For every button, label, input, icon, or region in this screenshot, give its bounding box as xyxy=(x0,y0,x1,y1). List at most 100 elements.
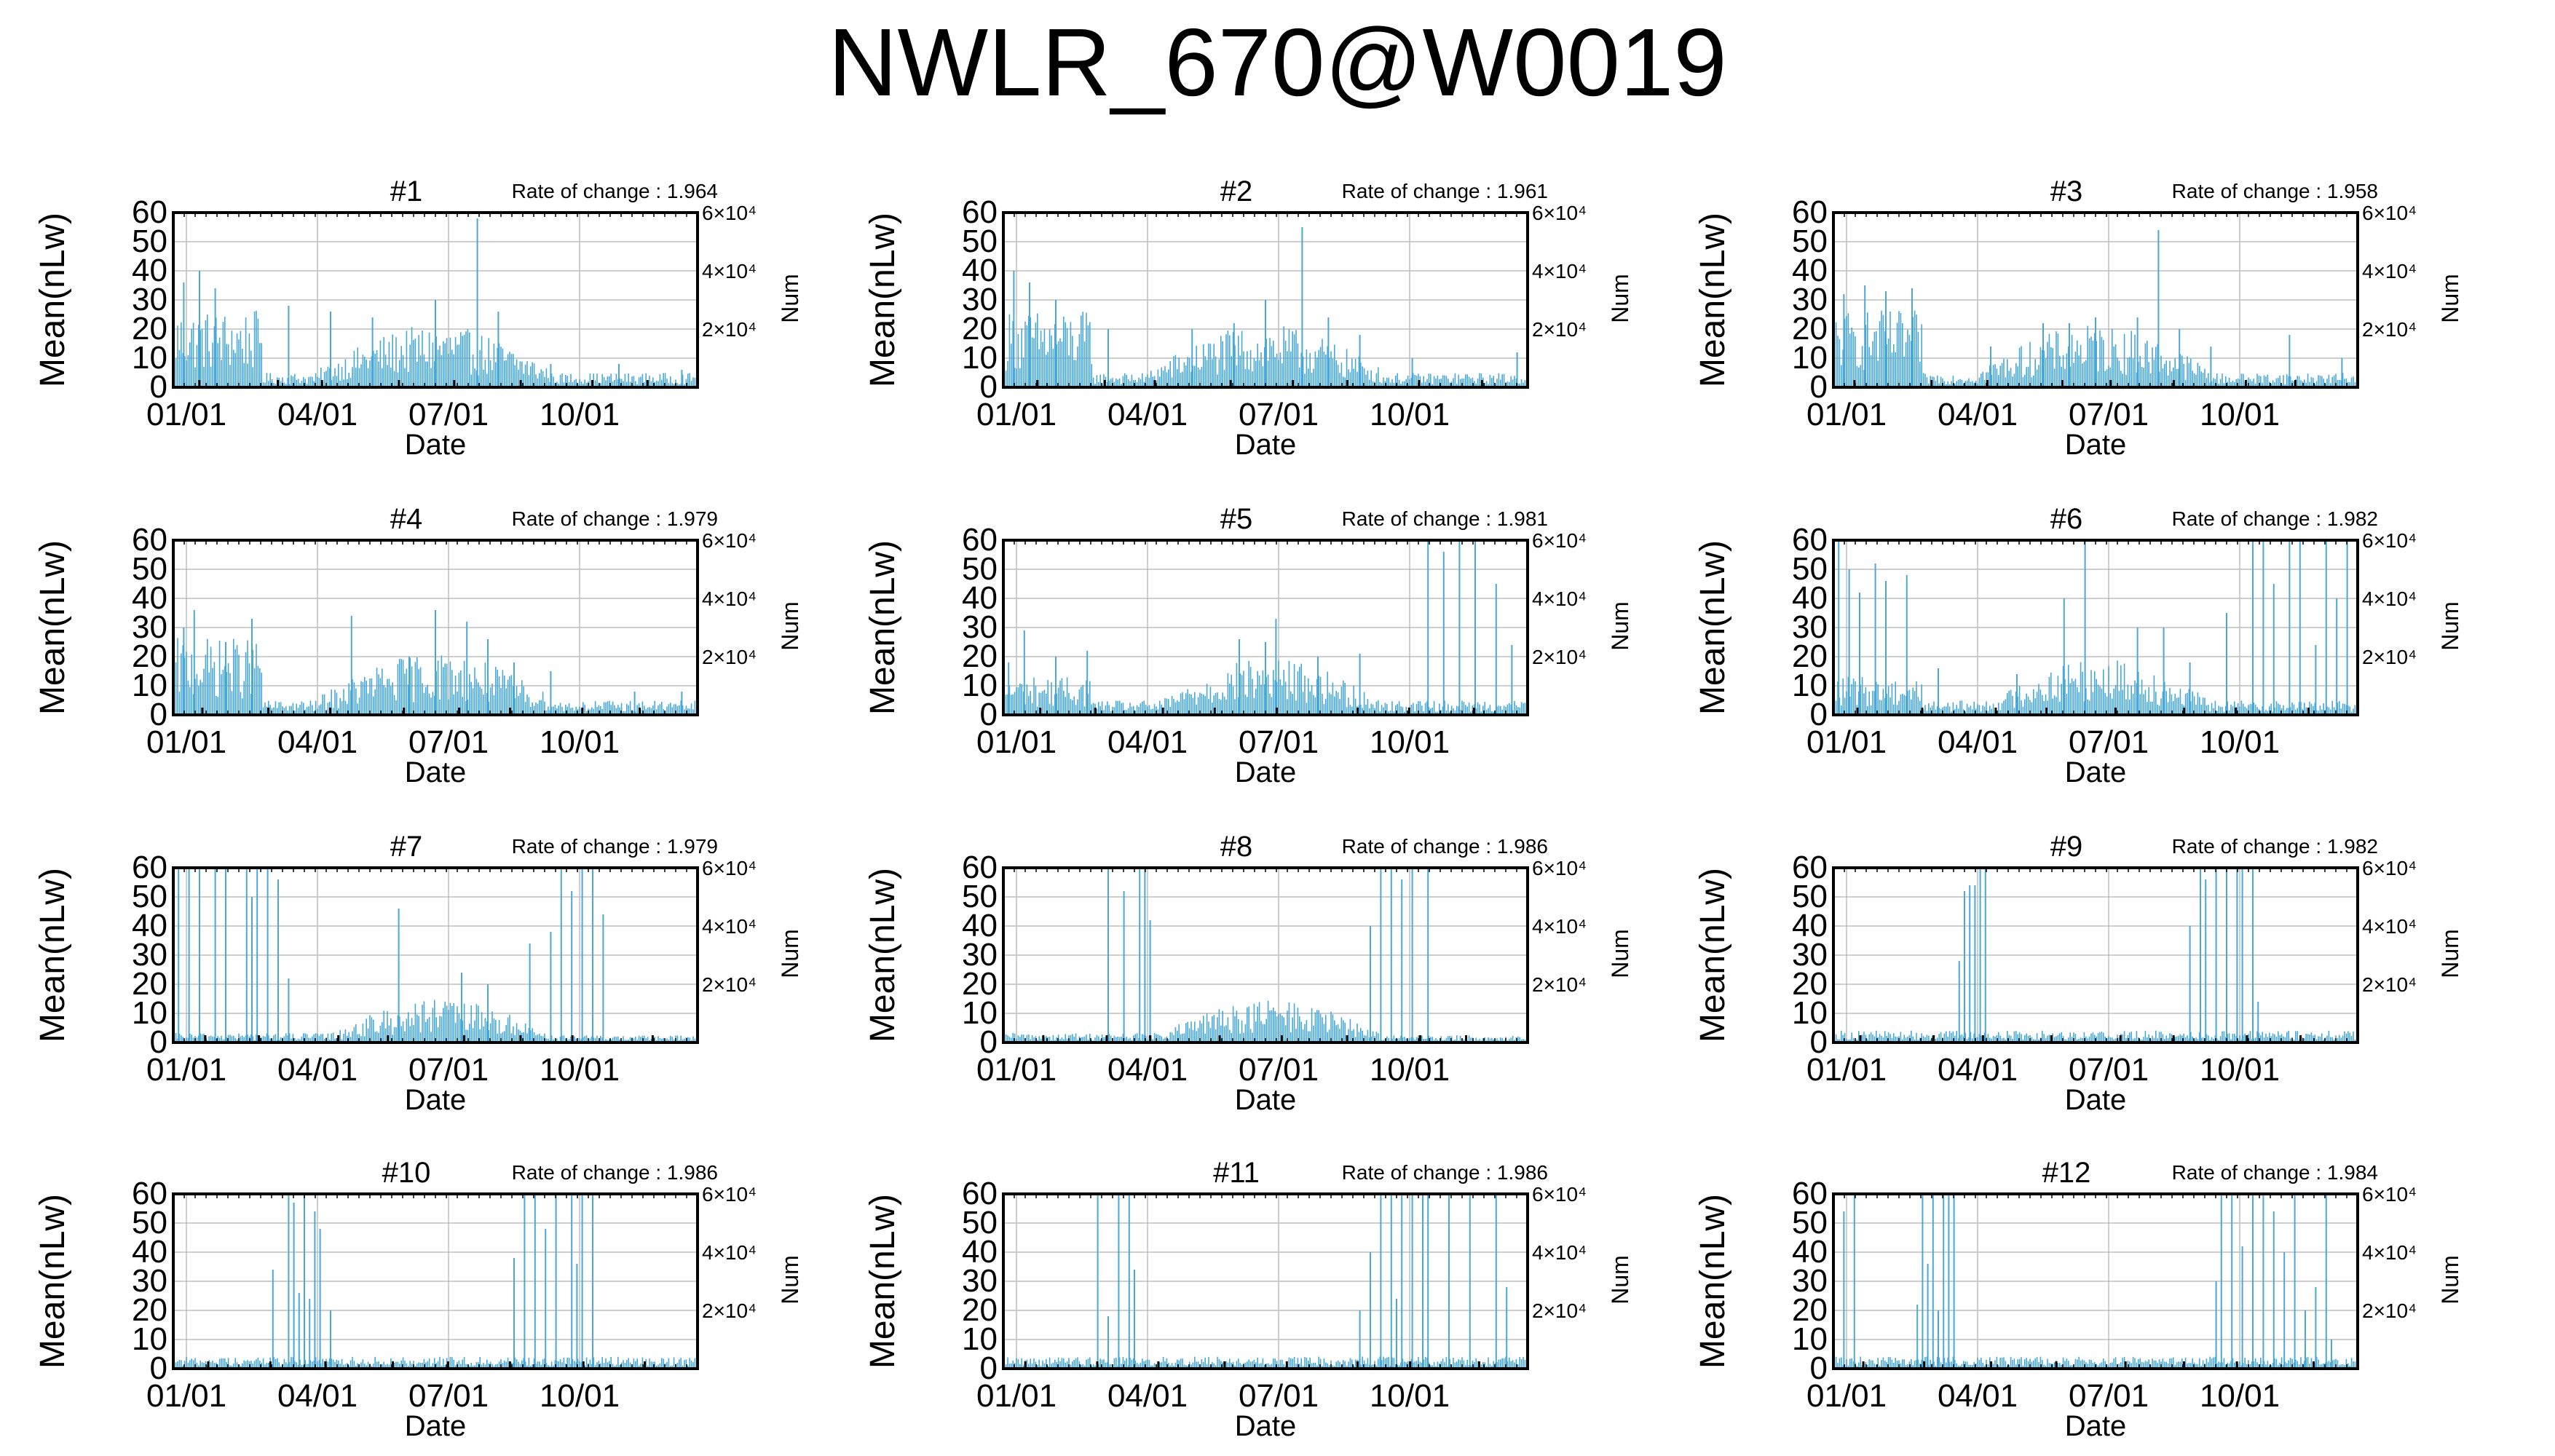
data-series xyxy=(1003,1194,1528,1369)
y-axis-label: Mean(nLw) xyxy=(864,213,902,387)
y-tick-label: 0 xyxy=(1810,1350,1828,1386)
data-series xyxy=(173,868,698,1042)
x-tick-label: 07/01 xyxy=(2069,724,2149,760)
x-tick-label: 04/01 xyxy=(277,1378,358,1414)
y-tick-label: 10 xyxy=(132,340,167,376)
rate-of-change-label: Rate of change : 1.979 xyxy=(512,507,718,530)
y-tick-label: 40 xyxy=(132,253,167,288)
rate-of-change-label: Rate of change : 1.986 xyxy=(512,1161,718,1184)
rate-of-change-label: Rate of change : 1.982 xyxy=(2172,507,2378,530)
y-tick-label: 10 xyxy=(1792,1321,1828,1357)
y2-axis-label: Num xyxy=(777,601,803,651)
subplot-title: #3 xyxy=(2050,175,2083,207)
y-tick-label: 40 xyxy=(132,580,167,616)
y-tick-label: 60 xyxy=(132,850,167,885)
y-tick-label: 10 xyxy=(962,340,998,376)
y-tick-label: 60 xyxy=(962,1176,998,1211)
x-tick-label: 04/01 xyxy=(1107,397,1188,432)
y-tick-label: 60 xyxy=(1792,522,1828,558)
y-tick-label: 0 xyxy=(150,1024,167,1060)
y-axis-label: Mean(nLw) xyxy=(33,540,72,715)
data-series xyxy=(173,218,698,387)
x-tick-label: 04/01 xyxy=(277,397,358,432)
y-tick-label: 50 xyxy=(962,879,998,914)
y-tick-label: 0 xyxy=(980,369,998,405)
y2-tick-label: 6×10⁴ xyxy=(1532,202,1587,224)
data-series xyxy=(173,1194,698,1369)
x-tick-label: 07/01 xyxy=(408,397,489,432)
x-tick-label: 10/01 xyxy=(2200,1052,2280,1088)
y-tick-label: 40 xyxy=(962,253,998,288)
y-tick-label: 30 xyxy=(1792,609,1828,645)
subplot-title: #2 xyxy=(1220,175,1253,207)
rate-of-change-label: Rate of change : 1.981 xyxy=(1342,507,1548,530)
y-tick-label: 20 xyxy=(132,638,167,674)
rate-of-change-label: Rate of change : 1.986 xyxy=(1342,835,1548,858)
y-tick-label: 60 xyxy=(962,850,998,885)
x-tick-label: 01/01 xyxy=(146,724,226,760)
x-tick-label: 07/01 xyxy=(1239,397,1319,432)
y2-tick-label: 2×10⁴ xyxy=(2362,973,2417,996)
y2-tick-label: 4×10⁴ xyxy=(2362,260,2417,282)
y2-axis-label: Num xyxy=(777,274,803,323)
x-tick-label: 04/01 xyxy=(1107,1378,1188,1414)
y2-axis-label: Num xyxy=(2437,929,2463,978)
x-tick-label: 01/01 xyxy=(1806,1052,1887,1088)
x-tick-label: 10/01 xyxy=(540,724,620,760)
x-tick-label: 07/01 xyxy=(1239,724,1319,760)
y2-tick-label: 2×10⁴ xyxy=(1532,318,1587,341)
x-tick-label: 04/01 xyxy=(1938,1052,2018,1088)
y-tick-label: 50 xyxy=(1792,551,1828,587)
y-tick-label: 60 xyxy=(1792,850,1828,885)
y-axis-label: Mean(nLw) xyxy=(864,1194,902,1369)
y-axis-label: Mean(nLw) xyxy=(33,1194,72,1369)
x-tick-label: 07/01 xyxy=(2069,1052,2149,1088)
y2-tick-label: 2×10⁴ xyxy=(702,973,757,996)
y-tick-label: 10 xyxy=(132,668,167,703)
data-series xyxy=(173,610,698,715)
y2-tick-label: 4×10⁴ xyxy=(702,1241,757,1264)
y-tick-label: 0 xyxy=(150,369,167,405)
y-tick-label: 60 xyxy=(132,194,167,230)
y2-tick-label: 6×10⁴ xyxy=(702,529,757,552)
y-tick-label: 60 xyxy=(962,522,998,558)
y-tick-label: 50 xyxy=(962,1205,998,1241)
y2-tick-label: 2×10⁴ xyxy=(702,646,757,668)
x-axis-label: Date xyxy=(405,1410,467,1442)
y2-tick-label: 2×10⁴ xyxy=(1532,646,1587,668)
x-tick-label: 04/01 xyxy=(277,1052,358,1088)
y-tick-label: 0 xyxy=(980,1350,998,1386)
y2-tick-label: 6×10⁴ xyxy=(702,202,757,224)
x-tick-label: 04/01 xyxy=(1107,1052,1188,1088)
y-tick-label: 60 xyxy=(1792,1176,1828,1211)
subplot-title: #5 xyxy=(1220,503,1253,535)
y-tick-label: 60 xyxy=(132,1176,167,1211)
x-tick-label: 10/01 xyxy=(1370,1052,1450,1088)
x-axis-label: Date xyxy=(2065,1084,2127,1116)
y-tick-label: 50 xyxy=(132,1205,167,1241)
y-tick-label: 50 xyxy=(1792,223,1828,259)
y2-tick-label: 4×10⁴ xyxy=(2362,587,2417,610)
y-tick-label: 20 xyxy=(1792,638,1828,674)
x-axis-label: Date xyxy=(1235,756,1297,788)
y-tick-label: 10 xyxy=(1792,995,1828,1031)
data-series xyxy=(1833,230,2358,387)
rate-of-change-label: Rate of change : 1.958 xyxy=(2172,180,2378,202)
x-tick-label: 04/01 xyxy=(1938,724,2018,760)
y-tick-label: 30 xyxy=(1792,282,1828,317)
subplot-title: #6 xyxy=(2050,503,2083,535)
y-tick-label: 20 xyxy=(132,311,167,347)
y-tick-label: 50 xyxy=(132,879,167,914)
x-tick-label: 10/01 xyxy=(540,1378,620,1414)
x-tick-label: 10/01 xyxy=(1370,724,1450,760)
y2-tick-label: 6×10⁴ xyxy=(702,1183,757,1206)
y-tick-label: 20 xyxy=(1792,311,1828,347)
y-tick-label: 40 xyxy=(962,908,998,943)
y2-axis-label: Num xyxy=(777,929,803,978)
y-tick-label: 50 xyxy=(132,223,167,259)
y-tick-label: 10 xyxy=(1792,340,1828,376)
y-tick-label: 20 xyxy=(962,966,998,1002)
y2-tick-label: 4×10⁴ xyxy=(1532,260,1587,282)
